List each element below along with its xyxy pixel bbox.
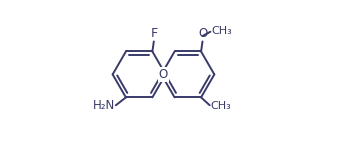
Text: F: F xyxy=(150,27,157,40)
Text: O: O xyxy=(159,68,168,81)
Text: CH₃: CH₃ xyxy=(211,26,232,36)
Text: CH₃: CH₃ xyxy=(210,101,231,111)
Text: H₂N: H₂N xyxy=(92,99,115,112)
Text: O: O xyxy=(198,27,207,40)
